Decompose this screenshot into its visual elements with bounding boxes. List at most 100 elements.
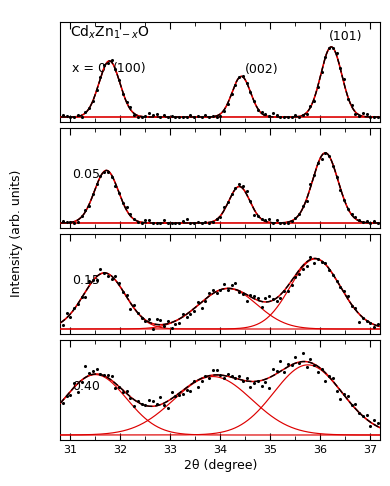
Point (131, 301, 137, 309)
Point (75, 300, 81, 308)
Point (315, 83, 321, 91)
Point (303, 363, 310, 371)
Point (217, 213, 223, 221)
Point (176, 113, 182, 121)
Point (303, 262, 310, 270)
Point (172, 320, 179, 328)
Point (292, 111, 298, 119)
Point (281, 287, 287, 295)
Point (210, 112, 216, 120)
Point (161, 216, 167, 224)
Point (142, 217, 149, 225)
Point (64, 392, 70, 400)
Point (315, 159, 321, 167)
Point (165, 113, 171, 121)
Point (135, 113, 141, 121)
Point (262, 110, 268, 118)
Point (363, 217, 370, 225)
Point (75, 388, 81, 396)
Point (184, 313, 190, 321)
Point (135, 309, 141, 317)
Point (289, 281, 295, 289)
Point (120, 388, 126, 396)
Point (285, 219, 291, 227)
Point (78, 293, 85, 301)
Point (270, 365, 276, 373)
Point (105, 272, 111, 280)
Text: 0.05: 0.05 (72, 168, 99, 181)
Point (300, 111, 306, 119)
Point (124, 387, 130, 395)
Point (247, 383, 254, 391)
Point (315, 368, 321, 376)
Point (71, 304, 77, 312)
Point (213, 289, 220, 297)
Point (251, 292, 257, 299)
Point (292, 214, 298, 222)
Point (367, 219, 373, 226)
Point (341, 75, 347, 83)
Point (86, 369, 92, 377)
Point (251, 211, 257, 219)
Point (333, 387, 340, 395)
Point (229, 372, 235, 380)
Point (108, 56, 115, 64)
Point (206, 290, 212, 297)
Point (285, 113, 291, 121)
Point (172, 219, 179, 227)
Point (225, 198, 231, 206)
Point (315, 255, 321, 263)
Point (108, 173, 115, 181)
Point (243, 188, 250, 195)
Point (262, 294, 268, 302)
Point (352, 305, 358, 312)
Point (251, 97, 257, 104)
Point (221, 107, 227, 115)
Point (165, 219, 171, 226)
Point (150, 325, 156, 333)
Point (67, 313, 74, 321)
Point (195, 298, 201, 306)
Point (180, 217, 186, 225)
Point (345, 95, 351, 103)
Point (146, 396, 152, 404)
Point (307, 102, 314, 109)
Point (105, 169, 111, 176)
Point (367, 113, 373, 121)
Point (341, 390, 347, 398)
Point (210, 286, 216, 294)
Point (296, 210, 302, 218)
Point (94, 276, 100, 284)
Point (371, 417, 377, 424)
Point (281, 113, 287, 121)
Point (165, 317, 171, 325)
Point (191, 307, 197, 315)
Point (240, 290, 246, 297)
Point (191, 219, 197, 227)
Point (154, 110, 160, 118)
Point (86, 104, 92, 112)
Point (259, 303, 265, 311)
Point (172, 392, 179, 400)
Point (255, 294, 261, 302)
Point (161, 323, 167, 330)
Point (127, 394, 133, 402)
Point (285, 360, 291, 368)
Point (326, 44, 332, 52)
X-axis label: 2θ (degree): 2θ (degree) (184, 459, 257, 472)
Point (101, 62, 107, 69)
Point (303, 110, 310, 118)
Point (202, 111, 209, 119)
Point (157, 113, 163, 121)
Point (273, 216, 280, 224)
Point (318, 155, 324, 163)
Point (90, 367, 96, 375)
Point (229, 90, 235, 98)
Point (116, 76, 122, 84)
Point (112, 272, 119, 279)
Point (303, 197, 310, 205)
Point (150, 111, 156, 119)
Point (206, 374, 212, 382)
Point (289, 362, 295, 369)
Point (157, 219, 163, 227)
